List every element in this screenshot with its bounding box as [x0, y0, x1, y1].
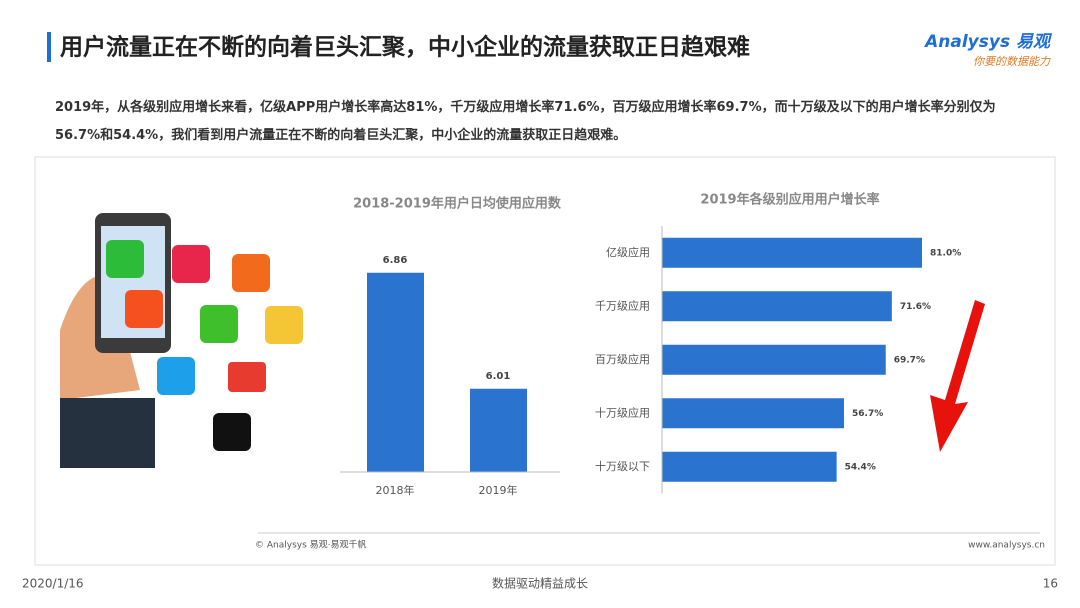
bar — [662, 344, 886, 375]
bar — [662, 398, 845, 429]
date: 2020/1/16 — [22, 577, 84, 591]
logo: Analysys 易观 — [923, 32, 1053, 52]
value-label: 69.7% — [894, 355, 925, 365]
y-tick-label: 亿级应用 — [606, 245, 650, 259]
chart-title: 2018-2019年用户日均使用应用数 — [353, 196, 562, 212]
page-number: 16 — [1043, 577, 1058, 591]
value-label: 54.4% — [845, 462, 876, 472]
value-label: 6.86 — [383, 255, 408, 266]
trend-arrow — [930, 300, 985, 452]
bar — [662, 451, 837, 482]
motto: 数据驱动精益成长 — [492, 576, 588, 591]
panel — [34, 156, 1056, 566]
body-text: 2019年，从各级别应用增长来看，亿级APP用户增长率高达81%，千万级应用增长… — [55, 100, 996, 143]
bar — [662, 291, 892, 322]
bar — [662, 237, 923, 268]
phone-illustration — [60, 213, 303, 468]
value-label: 71.6% — [900, 302, 931, 312]
value-label: 6.01 — [486, 371, 511, 382]
y-tick-label: 十万级应用 — [595, 405, 650, 419]
y-tick-label: 百万级应用 — [595, 352, 650, 366]
chart-title: 2019年各级别应用用户增长率 — [700, 192, 879, 208]
slogan: 你要的数据能力 — [973, 55, 1051, 68]
x-tick-label: 2018年 — [376, 483, 415, 497]
site: www.analysys.cn — [968, 541, 1045, 551]
slide-title: 用户流量正在不断的向着巨头汇聚，中小企业的流量获取正日趋艰难 — [60, 34, 750, 61]
y-tick-label: 千万级应用 — [595, 298, 650, 312]
title-accent — [47, 32, 51, 62]
bar — [367, 272, 424, 472]
x-tick-label: 2019年 — [479, 483, 518, 497]
source: © Analysys 易观·易观千帆 — [255, 539, 367, 551]
value-label: 56.7% — [852, 409, 883, 419]
y-tick-label: 十万级以下 — [595, 459, 650, 473]
value-label: 81.0% — [930, 248, 961, 258]
bar — [470, 388, 527, 472]
